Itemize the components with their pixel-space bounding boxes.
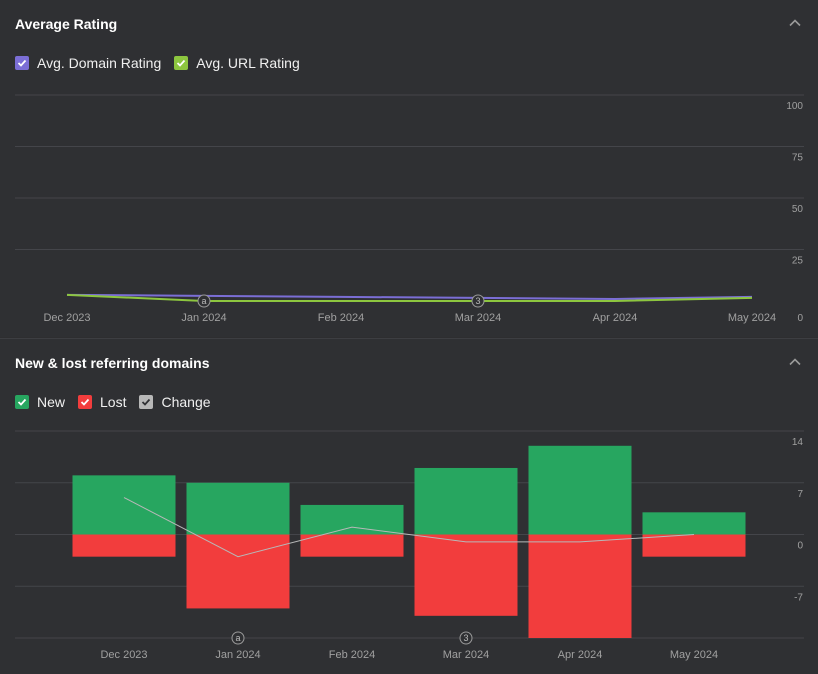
annotation-label: 3 xyxy=(463,633,468,643)
x-tick-label: Jan 2024 xyxy=(215,649,260,661)
y-tick-label: 0 xyxy=(797,541,803,552)
chevron-up-icon[interactable] xyxy=(788,16,802,30)
x-tick-label: Feb 2024 xyxy=(318,312,364,324)
annotation-marker xyxy=(197,294,211,308)
bar-new xyxy=(414,467,518,535)
x-tick-label: Apr 2024 xyxy=(558,649,603,661)
y-tick-label: 25 xyxy=(792,256,804,267)
bar-lost xyxy=(642,534,746,557)
check-icon[interactable] xyxy=(78,395,93,409)
y-tick-label: 100 xyxy=(786,101,803,112)
series-line-change xyxy=(123,497,695,558)
bar-new xyxy=(300,504,404,535)
bar-lost xyxy=(300,534,404,557)
x-tick-label: May 2024 xyxy=(670,649,718,661)
series-line-url-rating xyxy=(66,293,753,302)
average-rating-panel: Average Rating Avg. Domain Rating Avg. U… xyxy=(15,16,804,324)
bar-new xyxy=(528,445,632,535)
check-icon[interactable] xyxy=(174,56,189,70)
check-icon[interactable] xyxy=(15,395,29,409)
annotation-label: 3 xyxy=(475,296,480,306)
legend-label: Avg. Domain Rating xyxy=(37,55,162,71)
y-tick-label: 50 xyxy=(792,204,804,215)
annotation-label: a xyxy=(235,633,240,643)
series-line-domain-rating xyxy=(66,293,753,300)
y-tick-label: 7 xyxy=(797,489,803,500)
bar-new xyxy=(72,475,176,535)
legend-change[interactable]: Change xyxy=(139,394,211,410)
y-tick-label: -7 xyxy=(794,592,803,603)
legend-new[interactable]: New xyxy=(15,394,65,410)
referring-domains-title: New & lost referring domains xyxy=(15,355,210,371)
domains-legend: New Lost Change xyxy=(15,394,224,410)
check-icon[interactable] xyxy=(139,395,154,409)
legend-lost[interactable]: Lost xyxy=(78,394,126,410)
bar-new xyxy=(186,482,290,535)
y-tick-label: 14 xyxy=(792,437,804,448)
legend-avg-domain-rating[interactable]: Avg. Domain Rating xyxy=(15,55,161,71)
check-icon[interactable] xyxy=(15,56,29,70)
annotation-label: a xyxy=(201,296,206,306)
annotation-marker xyxy=(471,294,485,308)
bar-new xyxy=(642,512,746,535)
x-tick-label: Mar 2024 xyxy=(443,649,489,661)
legend-label: Change xyxy=(161,394,211,410)
average-rating-title: Average Rating xyxy=(15,16,118,32)
annotation-marker xyxy=(459,631,473,645)
legend-label: New xyxy=(37,394,66,410)
referring-domains-chart: 14 7 0 -7 Dec 2023 Jan 2024 Feb 2024 Mar 2024 Ap… xyxy=(15,430,804,661)
bar-lost xyxy=(186,534,290,609)
x-tick-label: May 2024 xyxy=(728,312,776,324)
legend-avg-url-rating[interactable]: Avg. URL Rating xyxy=(174,55,300,71)
bar-lost xyxy=(414,534,518,616)
x-tick-label: Dec 2023 xyxy=(100,649,147,661)
referring-domains-panel: New & lost referring domains New Lost Ch… xyxy=(0,338,818,674)
average-rating-chart: 100 75 50 25 0 Dec 2023 Jan 2024 Feb 2024 Mar 20… xyxy=(15,94,804,324)
x-tick-label: Dec 2023 xyxy=(43,312,90,324)
x-tick-label: Apr 2024 xyxy=(593,312,638,324)
x-tick-label: Mar 2024 xyxy=(455,312,501,324)
y-tick-label: 0 xyxy=(797,313,803,324)
x-tick-label: Feb 2024 xyxy=(329,649,375,661)
bar-lost xyxy=(72,534,176,557)
y-tick-label: 75 xyxy=(792,153,804,164)
legend-label: Lost xyxy=(100,394,127,410)
x-tick-label: Jan 2024 xyxy=(181,312,226,324)
bar-lost xyxy=(528,534,632,638)
rating-legend: Avg. Domain Rating Avg. URL Rating xyxy=(15,55,313,71)
annotation-marker xyxy=(231,631,245,645)
chevron-up-icon[interactable] xyxy=(788,355,802,369)
legend-label: Avg. URL Rating xyxy=(196,55,300,71)
